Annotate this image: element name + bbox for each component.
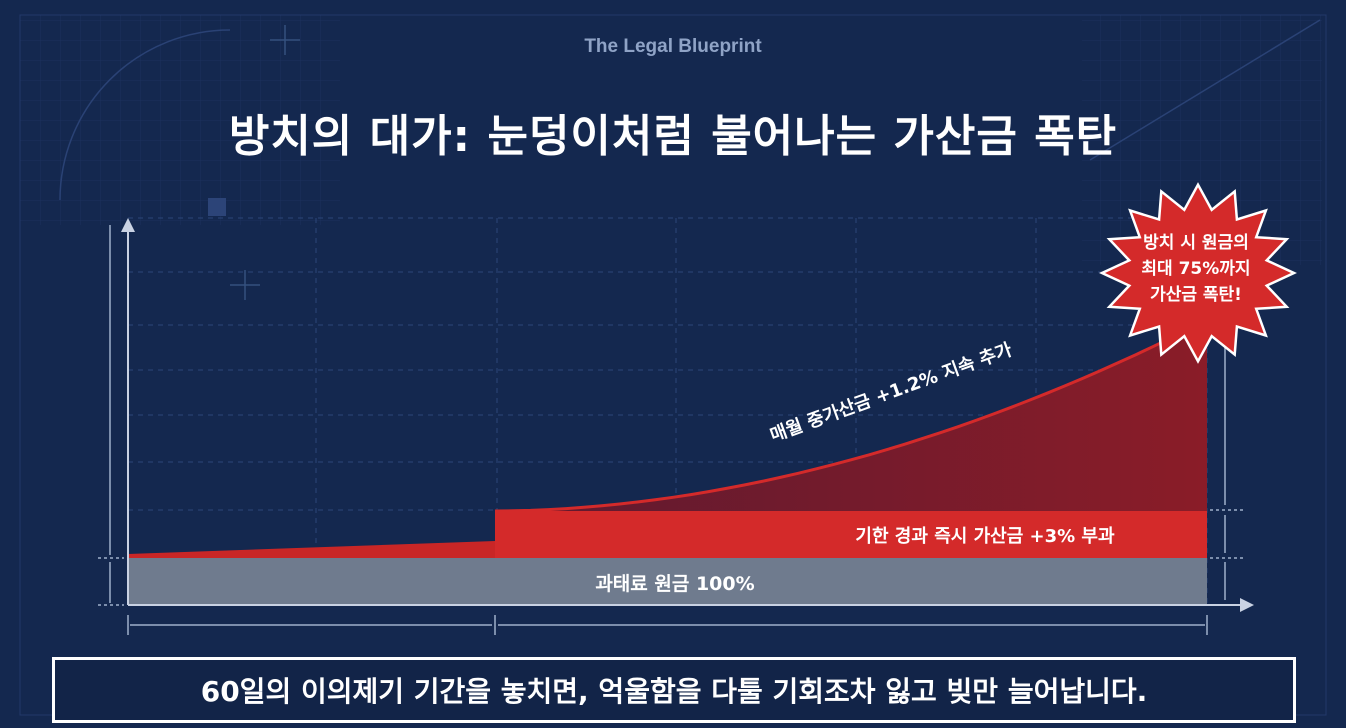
monthly-penalty-curve	[494, 318, 1208, 513]
blueprint-background	[19, 14, 1327, 716]
callout-line-1: 방치 시 원금의	[1143, 233, 1249, 253]
callout-text: 방치 시 원금의 최대 75%까지 가산금 폭탄!	[1116, 230, 1276, 308]
brand-label: The Legal Blueprint	[584, 36, 762, 57]
pre-deadline-slope	[128, 541, 495, 558]
callout-line-3: 가산금 폭탄!	[1150, 285, 1242, 305]
immediate-penalty-bar	[495, 511, 1207, 558]
warning-banner: 60일의 이의제기 기간을 놓치면, 억울함을 다툴 기회조차 잃고 빚만 늘어…	[52, 657, 1296, 723]
immediate-penalty-label: 기한 경과 즉시 가산금 +3% 부과	[855, 526, 1115, 547]
monthly-penalty-area	[495, 320, 1207, 511]
principal-label: 과태료 원금 100%	[595, 573, 754, 595]
x-axis	[128, 598, 1254, 612]
page-title: 방치의 대가: 눈덩이처럼 불어나는 가산금 폭탄	[228, 111, 1118, 162]
starburst-callout	[1099, 182, 1297, 364]
y-axis	[121, 218, 135, 605]
principal-bar	[128, 558, 1207, 605]
dimension-lines	[98, 225, 1245, 635]
callout-line-2: 최대 75%까지	[1141, 259, 1251, 279]
warning-text: 60일의 이의제기 기간을 놓치면, 억울함을 다툴 기회조차 잃고 빚만 늘어…	[200, 675, 1148, 708]
